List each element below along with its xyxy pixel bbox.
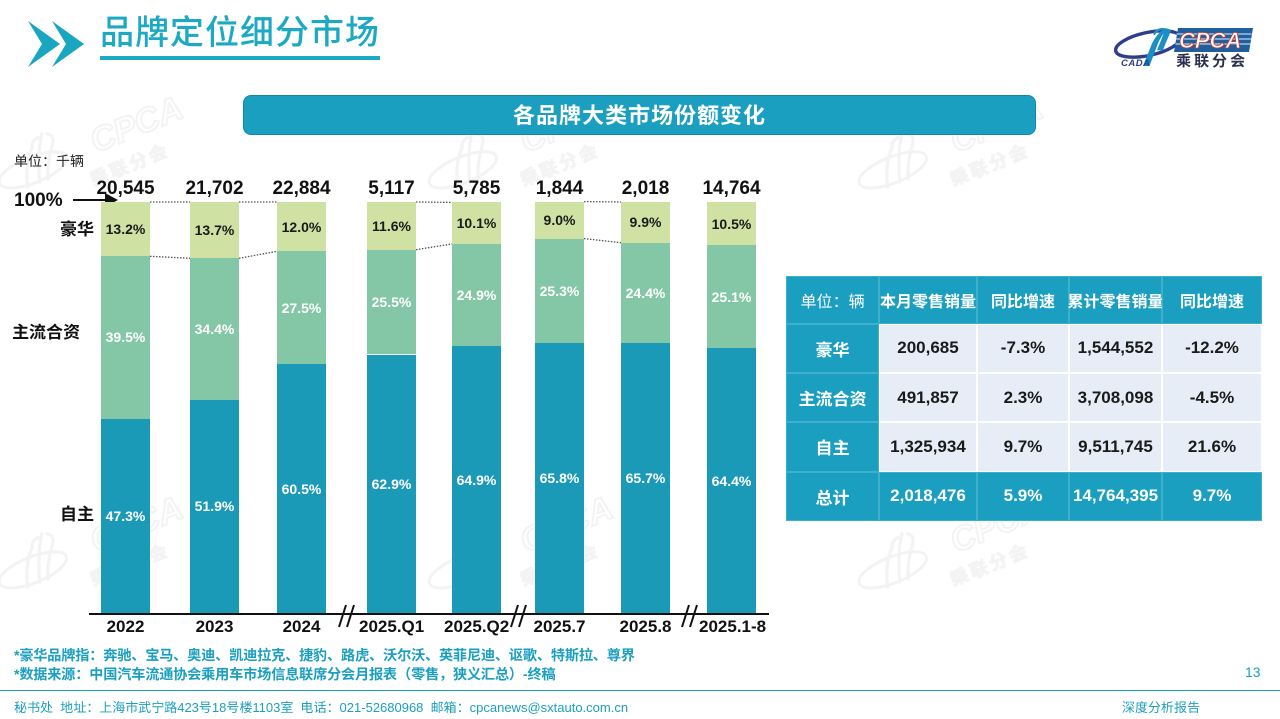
svg-text:乘联分会: 乘联分会 bbox=[1176, 50, 1248, 70]
svg-text:CADA: CADA bbox=[1121, 58, 1150, 69]
